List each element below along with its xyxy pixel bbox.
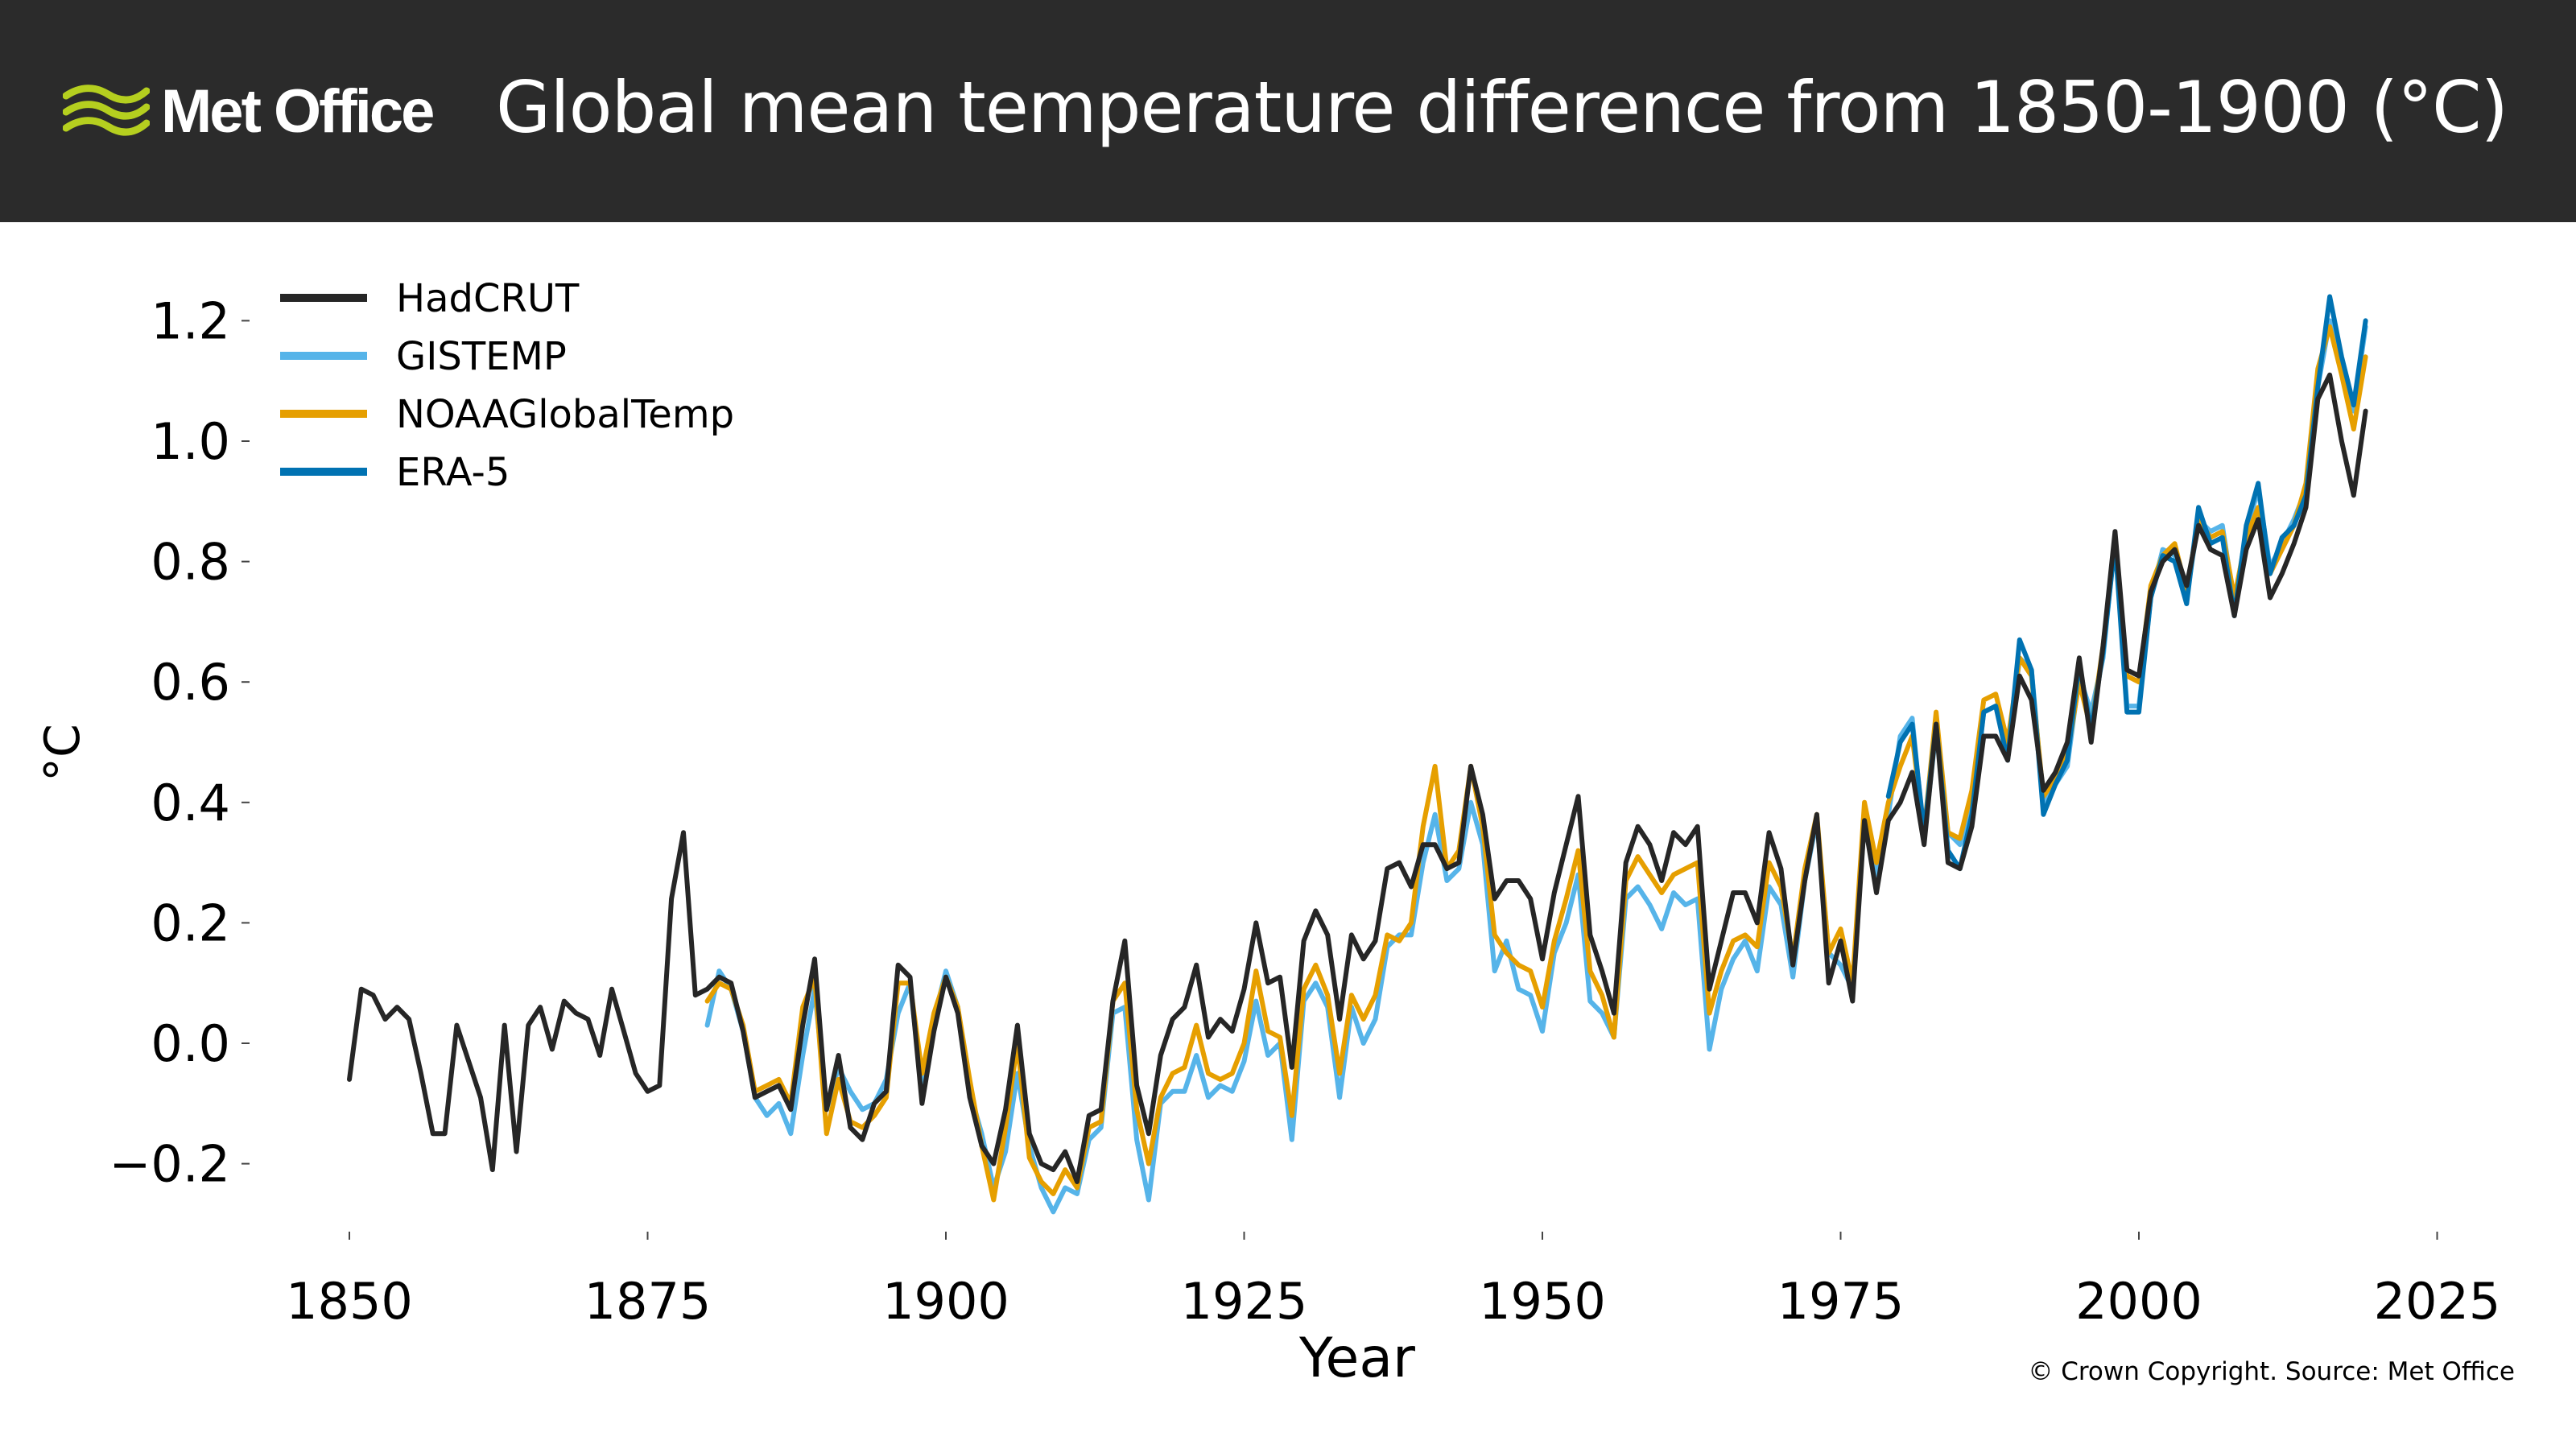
- y-axis-label: °C: [35, 724, 91, 782]
- legend-label-hadcrut: HadCRUT: [396, 276, 580, 321]
- x-tick-label: 1875: [584, 1272, 712, 1331]
- y-tick-label: 0.8: [151, 533, 230, 592]
- legend-label-noaaglobaltemp: NOAAGlobalTemp: [396, 392, 734, 437]
- series-line-gistemp: [704, 318, 2368, 1215]
- x-tick-label: 2000: [2075, 1272, 2202, 1331]
- series-line-hadcrut: [347, 372, 2368, 1184]
- y-tick-label: 0.0: [151, 1014, 230, 1073]
- legend: HadCRUT GISTEMP NOAAGlobalTemp ERA-5: [280, 276, 734, 495]
- x-tick-label: 1900: [882, 1272, 1009, 1331]
- x-tick-label: 2025: [2374, 1272, 2501, 1331]
- chart-title: Global mean temperature difference from …: [496, 66, 2508, 149]
- y-tick-label: −0.2: [109, 1135, 230, 1194]
- y-tick-label: 0.6: [151, 653, 230, 712]
- legend-label-era-5: ERA-5: [396, 450, 510, 495]
- legend-label-gistemp: GISTEMP: [396, 334, 567, 379]
- series-line-noaaglobaltemp: [704, 324, 2368, 1203]
- header-bar: Met Office Global mean temperature diffe…: [0, 0, 2576, 222]
- met-office-logo: Met Office: [63, 74, 435, 148]
- logo-text: Met Office: [161, 76, 435, 146]
- met-office-waves-icon: [63, 85, 150, 136]
- y-tick-label: 1.2: [151, 291, 230, 350]
- x-tick-label: 1975: [1777, 1272, 1905, 1331]
- copyright-note: © Crown Copyright. Source: Met Office: [2028, 1357, 2515, 1386]
- x-tick-label: 1950: [1479, 1272, 1606, 1331]
- series-lines: [347, 294, 2368, 1215]
- x-tick-label: 1925: [1181, 1272, 1308, 1331]
- y-tick-label: 0.2: [151, 894, 230, 952]
- series-line-era-5: [1885, 294, 2368, 872]
- x-axis-label: Year: [1298, 1327, 1415, 1390]
- y-tick-label: 1.0: [151, 412, 230, 471]
- y-tick-label: 0.4: [151, 774, 230, 832]
- axes: −0.2 0.0 0.2 0.4 0.6 0.8 1.0 1.2 1850 1875 1900 192…: [109, 291, 2500, 1331]
- x-tick-label: 1850: [286, 1272, 413, 1331]
